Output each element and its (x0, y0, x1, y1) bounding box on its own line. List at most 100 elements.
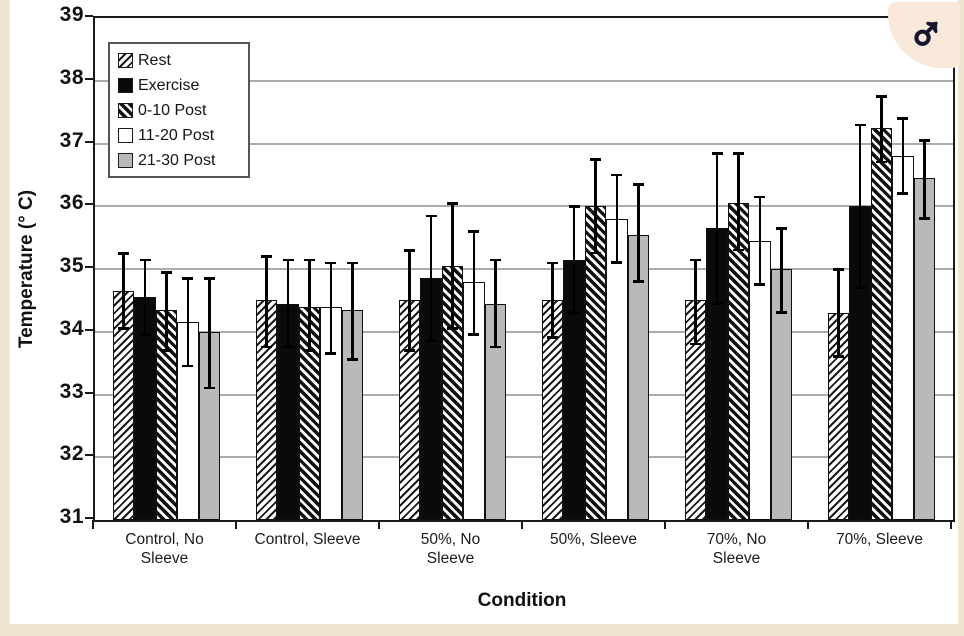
error-bar-cap-top (139, 258, 151, 262)
error-bar-cap-top (690, 258, 702, 262)
error-bar-cap-top (447, 202, 458, 205)
error-bar-cap-top (854, 123, 866, 127)
error-bar (329, 262, 333, 354)
error-bar-cap-bottom (182, 364, 194, 368)
error-bar (408, 250, 411, 351)
x-tick-mark (950, 520, 952, 529)
error-bar-cap-bottom (118, 327, 130, 330)
error-bar-cap-top (182, 277, 194, 280)
error-bar-cap-bottom (854, 286, 866, 289)
gridline (95, 456, 953, 459)
legend-swatch-white (118, 128, 133, 143)
error-bar-cap-top (304, 258, 315, 262)
error-bar-cap-top (161, 271, 172, 274)
legend-swatch-solid-black (118, 78, 133, 93)
error-bar-cap-top (489, 258, 501, 262)
error-bar-cap-bottom (754, 283, 766, 286)
y-tick-mark (85, 15, 93, 17)
error-bar (572, 206, 576, 313)
y-tick-label: 31 (59, 505, 84, 528)
y-tick-label: 32 (59, 442, 84, 466)
error-bar-cap-top (833, 268, 845, 271)
bar-0-10-post (870, 127, 893, 520)
error-bar (780, 228, 783, 313)
gridline (95, 268, 953, 270)
gridline (95, 393, 953, 396)
error-bar-cap-top (632, 183, 644, 186)
error-bar (858, 124, 862, 288)
bar-11-20-post (606, 218, 628, 520)
error-bar-cap-bottom (568, 311, 580, 314)
error-bar-cap-bottom (139, 333, 151, 336)
gridline (95, 79, 953, 82)
y-tick-mark (85, 328, 93, 331)
x-category-label: Control, No Sleeve (125, 531, 204, 568)
y-tick-label: 35 (59, 254, 84, 277)
error-bar (737, 152, 740, 251)
x-axis-title: Condition (477, 590, 567, 611)
y-tick-mark (85, 266, 93, 268)
error-bar-cap-bottom (425, 339, 437, 343)
error-bar-cap-top (203, 277, 215, 280)
error-bar-cap-bottom (161, 348, 172, 352)
y-tick-label: 38 (59, 65, 84, 89)
error-bar (351, 262, 354, 360)
error-bar-cap-bottom (590, 251, 601, 255)
error-bar-cap-top (568, 205, 580, 208)
legend-item: 0-10 Post (118, 101, 242, 120)
error-bar (472, 231, 476, 335)
legend-swatch-gray (118, 153, 133, 168)
error-bar-cap-bottom (404, 348, 416, 352)
legend-label: 0-10 Post (138, 101, 207, 119)
y-tick-mark (85, 454, 93, 457)
x-tick-mark (92, 520, 94, 529)
legend-item: 11-20 Post (118, 126, 242, 145)
legend-item: 21-30 Post (118, 151, 242, 170)
error-bar-cap-bottom (775, 311, 787, 314)
x-category-label: Control, Sleeve (254, 531, 361, 548)
y-tick-label: 36 (59, 191, 84, 215)
error-bar (837, 269, 840, 357)
x-tick-mark (235, 520, 237, 529)
y-tick-label: 33 (59, 379, 84, 403)
error-bar-cap-bottom (897, 192, 909, 195)
error-bar (594, 159, 597, 254)
legend-label: Exercise (138, 76, 200, 94)
error-bar-cap-top (733, 151, 744, 155)
error-bar-cap-top (282, 258, 294, 262)
error-bar (901, 118, 905, 194)
error-bar-cap-top (876, 95, 887, 99)
error-bar (615, 174, 619, 263)
error-bar (494, 259, 497, 348)
error-bar (286, 259, 290, 348)
error-bar (429, 215, 433, 342)
error-bar-cap-bottom (468, 333, 480, 336)
error-bar-cap-bottom (711, 301, 723, 305)
error-bar-cap-bottom (282, 345, 294, 349)
legend: Rest Exercise 0-10 Post 11-20 Post 21-30 Pos… (108, 42, 250, 178)
error-bar-cap-bottom (261, 345, 273, 349)
y-tick-label: 39 (59, 3, 84, 26)
error-bar-cap-bottom (447, 327, 458, 330)
legend-label: 21-30 Post (138, 151, 216, 169)
error-bar (143, 259, 147, 335)
error-bar-cap-top (611, 173, 623, 177)
error-bar (551, 262, 554, 339)
error-bar-cap-top (897, 117, 909, 120)
x-category-label: 50%, No Sleeve (420, 531, 481, 568)
gridline (95, 205, 953, 208)
bar-21-30-post (913, 178, 936, 520)
y-tick-mark (85, 77, 93, 80)
error-bar-cap-top (261, 255, 273, 259)
error-bar-cap-bottom (690, 342, 702, 346)
x-category-label: 70%, No Sleeve (706, 531, 767, 568)
error-bar-cap-bottom (304, 348, 315, 352)
error-bar-cap-bottom (489, 345, 501, 349)
error-bar (165, 272, 168, 351)
x-category-label: 70%, Sleeve (835, 531, 924, 548)
legend-label: 11-20 Post (138, 126, 215, 144)
error-bar-cap-top (346, 261, 358, 265)
error-bar-cap-bottom (632, 279, 644, 283)
error-bar-cap-bottom (876, 160, 887, 164)
error-bar-cap-bottom (733, 248, 744, 252)
